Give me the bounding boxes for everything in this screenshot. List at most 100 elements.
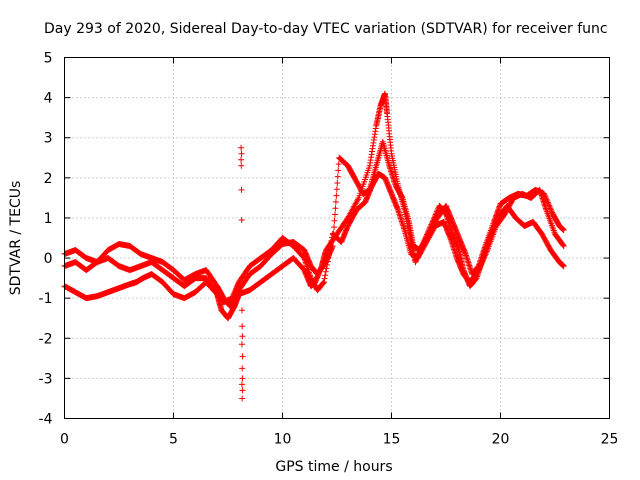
- data-point-interp: [480, 255, 487, 262]
- data-point-interp: [299, 253, 306, 260]
- data-point-interp: [331, 217, 338, 224]
- data-point: [238, 162, 245, 169]
- grid-lines: [64, 57, 610, 419]
- data-point: [239, 323, 246, 330]
- data-point-interp: [333, 192, 340, 199]
- data-point: [238, 307, 245, 314]
- data-point: [239, 353, 246, 360]
- y-tick-label: -3: [39, 371, 53, 387]
- data-point-interp: [434, 207, 441, 214]
- y-tick-label: -1: [39, 291, 53, 307]
- x-tick-label: 20: [492, 432, 510, 448]
- data-point-interp: [385, 161, 392, 168]
- data-point-interp: [322, 268, 329, 275]
- data-point-interp: [481, 254, 488, 261]
- data-point: [238, 381, 245, 388]
- data-point-interp: [559, 241, 566, 248]
- data-point-interp: [334, 173, 341, 180]
- data-point-interp: [492, 224, 499, 231]
- data-point-interp: [365, 165, 372, 172]
- data-point-interp: [325, 251, 332, 258]
- data-point-interp: [560, 242, 567, 249]
- data-point-interp: [335, 161, 342, 168]
- data-point-interp: [483, 249, 490, 256]
- x-tick-label: 0: [60, 432, 69, 448]
- data-point: [239, 395, 246, 402]
- y-tick-labels: -4 -3 -2 -1 0 1 2 3 4 5: [39, 51, 53, 428]
- data-point-interp: [482, 251, 489, 258]
- x-tick-label: 25: [601, 432, 619, 448]
- data-point-interp: [398, 194, 405, 201]
- x-tick-labels: 0 5 10 15 20 25: [60, 432, 618, 448]
- plot-frame: [64, 57, 610, 419]
- data-point-interp: [474, 268, 481, 275]
- x-tick-label: 5: [169, 432, 178, 448]
- data-point-interp: [388, 147, 395, 154]
- data-point-interp: [327, 244, 334, 251]
- data-point-interp: [453, 253, 460, 260]
- data-point: [239, 333, 246, 340]
- series-trace-3: [61, 170, 567, 306]
- data-point-interp: [446, 233, 453, 240]
- data-point-interp: [322, 272, 329, 279]
- data-point: [238, 144, 245, 151]
- data-point-interp: [476, 265, 483, 272]
- data-point: [238, 150, 245, 157]
- data-point-interp: [331, 224, 338, 231]
- data-point-interp: [332, 205, 339, 212]
- data-point-interp: [333, 186, 340, 193]
- data-point-interp: [394, 205, 401, 212]
- data-point-interp: [372, 125, 379, 132]
- y-tick-label: 1: [44, 211, 53, 227]
- data-point-interp: [560, 226, 567, 233]
- data-point-interp: [331, 211, 338, 218]
- data-point-interp: [483, 248, 490, 255]
- x-tick-label: 15: [383, 432, 401, 448]
- data-point-interp: [320, 279, 327, 286]
- y-tick-label: 4: [44, 91, 53, 107]
- data-point-interp: [551, 229, 558, 236]
- data-point-interp: [481, 244, 488, 251]
- data-points: [61, 90, 567, 402]
- data-point-interp: [478, 259, 485, 266]
- data-point-interp: [560, 262, 567, 269]
- data-point-interp: [354, 197, 361, 204]
- y-tick-label: -2: [39, 331, 53, 347]
- data-point-interp: [321, 275, 328, 282]
- series-outlier-column: [238, 144, 246, 402]
- data-point-interp: [476, 264, 483, 271]
- data-point-interp: [477, 262, 484, 269]
- data-point: [239, 387, 246, 394]
- data-point-interp: [334, 179, 341, 186]
- data-point-interp: [381, 174, 388, 181]
- data-point-interp: [479, 258, 486, 265]
- y-tick-label: 5: [44, 51, 53, 67]
- data-point-interp: [335, 167, 342, 174]
- data-point-interp: [422, 241, 429, 248]
- y-tick-label: 3: [44, 131, 53, 147]
- axis-ticks: [64, 57, 610, 419]
- data-point-interp: [326, 248, 333, 255]
- data-point-interp: [328, 237, 335, 244]
- data-point-interp: [455, 245, 462, 252]
- chart-title: Day 293 of 2020, Sidereal Day-to-day VTE…: [44, 21, 608, 37]
- data-point-interp: [372, 164, 379, 171]
- y-tick-label: 2: [44, 171, 53, 187]
- data-point-interp: [481, 252, 488, 259]
- data-point-interp: [478, 261, 485, 268]
- y-axis-title: SDTVAR / TECUs: [8, 181, 24, 296]
- data-point-interp: [332, 198, 339, 205]
- data-point: [238, 341, 245, 348]
- data-point-interp: [546, 244, 553, 251]
- data-point: [238, 156, 245, 163]
- data-point-interp: [542, 205, 549, 212]
- data-point-interp: [401, 225, 408, 232]
- data-point-interp: [212, 280, 219, 287]
- data-point-interp: [324, 258, 331, 265]
- data-point: [238, 186, 245, 193]
- data-point-interp: [324, 261, 331, 268]
- x-axis-title: GPS time / hours: [275, 459, 392, 475]
- data-point-interp: [462, 249, 469, 256]
- y-tick-label: 0: [44, 251, 53, 267]
- data-point-interp: [323, 265, 330, 272]
